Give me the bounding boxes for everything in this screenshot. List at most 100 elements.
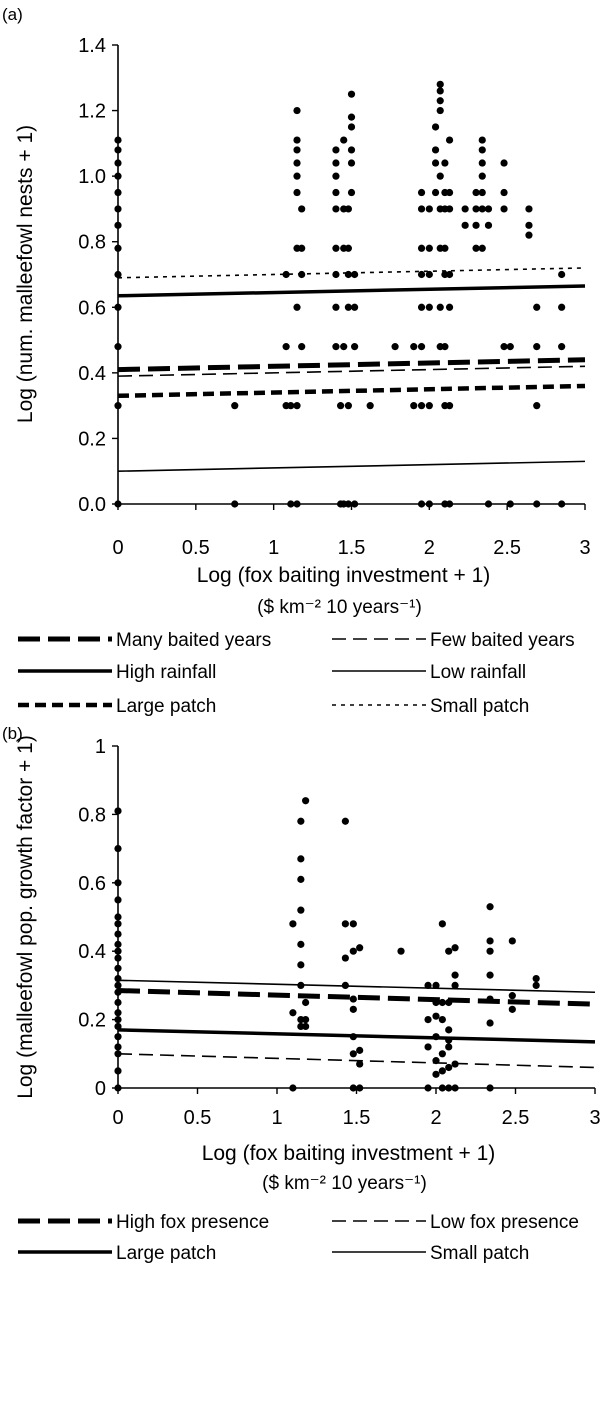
- data-point: [397, 947, 405, 955]
- data-point: [445, 136, 454, 144]
- data-point: [114, 1016, 122, 1024]
- data-point: [533, 402, 541, 410]
- y-tick-label: 1: [95, 736, 106, 758]
- data-point: [410, 343, 418, 351]
- data-point: [297, 855, 305, 863]
- data-point: [558, 500, 566, 508]
- y-tick-label: 1.4: [78, 35, 106, 57]
- data-point: [432, 981, 440, 990]
- data-point: [347, 113, 356, 121]
- data-point: [114, 221, 122, 229]
- data-point: [500, 159, 508, 167]
- data-point: [410, 402, 418, 410]
- data-point: [114, 136, 122, 144]
- legend-item: High fox presence: [18, 1212, 269, 1233]
- data-point: [114, 896, 122, 904]
- data-point: [114, 988, 122, 996]
- data-point: [472, 188, 480, 197]
- data-point: [287, 500, 295, 508]
- data-point: [114, 244, 122, 252]
- x-axis-label: Log (fox baiting investment + 1): [197, 564, 491, 587]
- data-point: [351, 500, 359, 508]
- data-point: [436, 106, 444, 115]
- data-point: [432, 1057, 440, 1065]
- data-point: [508, 992, 516, 1000]
- data-point: [438, 1050, 446, 1058]
- data-point: [425, 303, 433, 311]
- data-point: [438, 1016, 446, 1024]
- legend-label: Small patch: [430, 696, 529, 717]
- data-point: [293, 500, 301, 508]
- legend-item: Few baited years: [332, 630, 575, 651]
- data-point: [478, 188, 486, 197]
- trend-line-high-rainfall: [117, 284, 586, 298]
- data-point: [445, 947, 453, 955]
- data-point: [293, 303, 301, 311]
- y-axis-label: Log (malleefowl pop. growth factor + 1): [14, 735, 37, 1099]
- data-point: [451, 971, 459, 979]
- legend-label: High rainfall: [116, 662, 216, 683]
- trend-line-low-fox-presence: [117, 1053, 596, 1069]
- data-point: [332, 244, 340, 252]
- legend-label: Large patch: [116, 1243, 216, 1264]
- data-point: [525, 221, 533, 229]
- data-point: [484, 221, 493, 229]
- data-point: [424, 1043, 432, 1051]
- data-point: [486, 995, 494, 1003]
- legend-item: Large patch: [18, 696, 216, 717]
- data-point: [341, 817, 349, 825]
- legend-label: High fox presence: [116, 1212, 269, 1233]
- data-point: [297, 981, 305, 990]
- data-point: [425, 205, 433, 213]
- y-tick-label: 0.2: [78, 428, 106, 450]
- data-point: [340, 136, 348, 144]
- data-point: [351, 343, 359, 351]
- data-point: [114, 947, 122, 955]
- data-point: [347, 159, 356, 167]
- legend-item: Low rainfall: [332, 662, 526, 683]
- y-tick-label: 0.6: [78, 297, 106, 319]
- data-point: [114, 1009, 122, 1017]
- data-point: [525, 205, 533, 213]
- data-point: [293, 188, 301, 197]
- legend-item: Large patch: [18, 1243, 216, 1264]
- data-point: [289, 920, 297, 928]
- data-point: [289, 1009, 297, 1017]
- data-point: [347, 146, 356, 154]
- data-point: [349, 995, 357, 1003]
- data-point: [417, 402, 426, 410]
- y-tick-label: 0: [95, 1078, 106, 1100]
- data-point: [445, 1036, 453, 1044]
- data-point: [478, 244, 486, 252]
- data-point: [114, 1022, 122, 1031]
- data-point: [114, 940, 122, 948]
- x-tick-label: 3: [589, 1107, 600, 1129]
- data-point: [417, 500, 426, 508]
- data-point: [298, 270, 306, 279]
- data-point: [533, 343, 541, 351]
- data-point: [451, 981, 459, 990]
- data-point: [445, 1063, 453, 1072]
- data-point: [424, 981, 432, 990]
- x-tick-label: 2.5: [493, 537, 521, 559]
- data-point: [432, 1033, 440, 1041]
- data-point: [445, 270, 454, 279]
- data-point: [349, 947, 357, 955]
- y-tick-label: 1.2: [78, 101, 106, 123]
- legend-label: Few baited years: [430, 630, 575, 651]
- data-point: [293, 172, 301, 180]
- data-point: [438, 998, 446, 1007]
- trend-line-few-baited-years: [117, 365, 586, 377]
- data-point: [332, 303, 340, 311]
- legend-item: Low fox presence: [332, 1212, 579, 1233]
- data-point: [293, 146, 301, 154]
- y-tick-label: 0.2: [78, 1010, 106, 1032]
- x-tick-label: 2: [424, 537, 435, 559]
- data-point: [478, 159, 486, 167]
- data-point: [302, 998, 310, 1007]
- data-point: [231, 402, 239, 410]
- data-point: [332, 270, 340, 279]
- data-point: [293, 402, 301, 410]
- data-point: [461, 221, 469, 229]
- y-tick-label: 1.0: [78, 166, 106, 188]
